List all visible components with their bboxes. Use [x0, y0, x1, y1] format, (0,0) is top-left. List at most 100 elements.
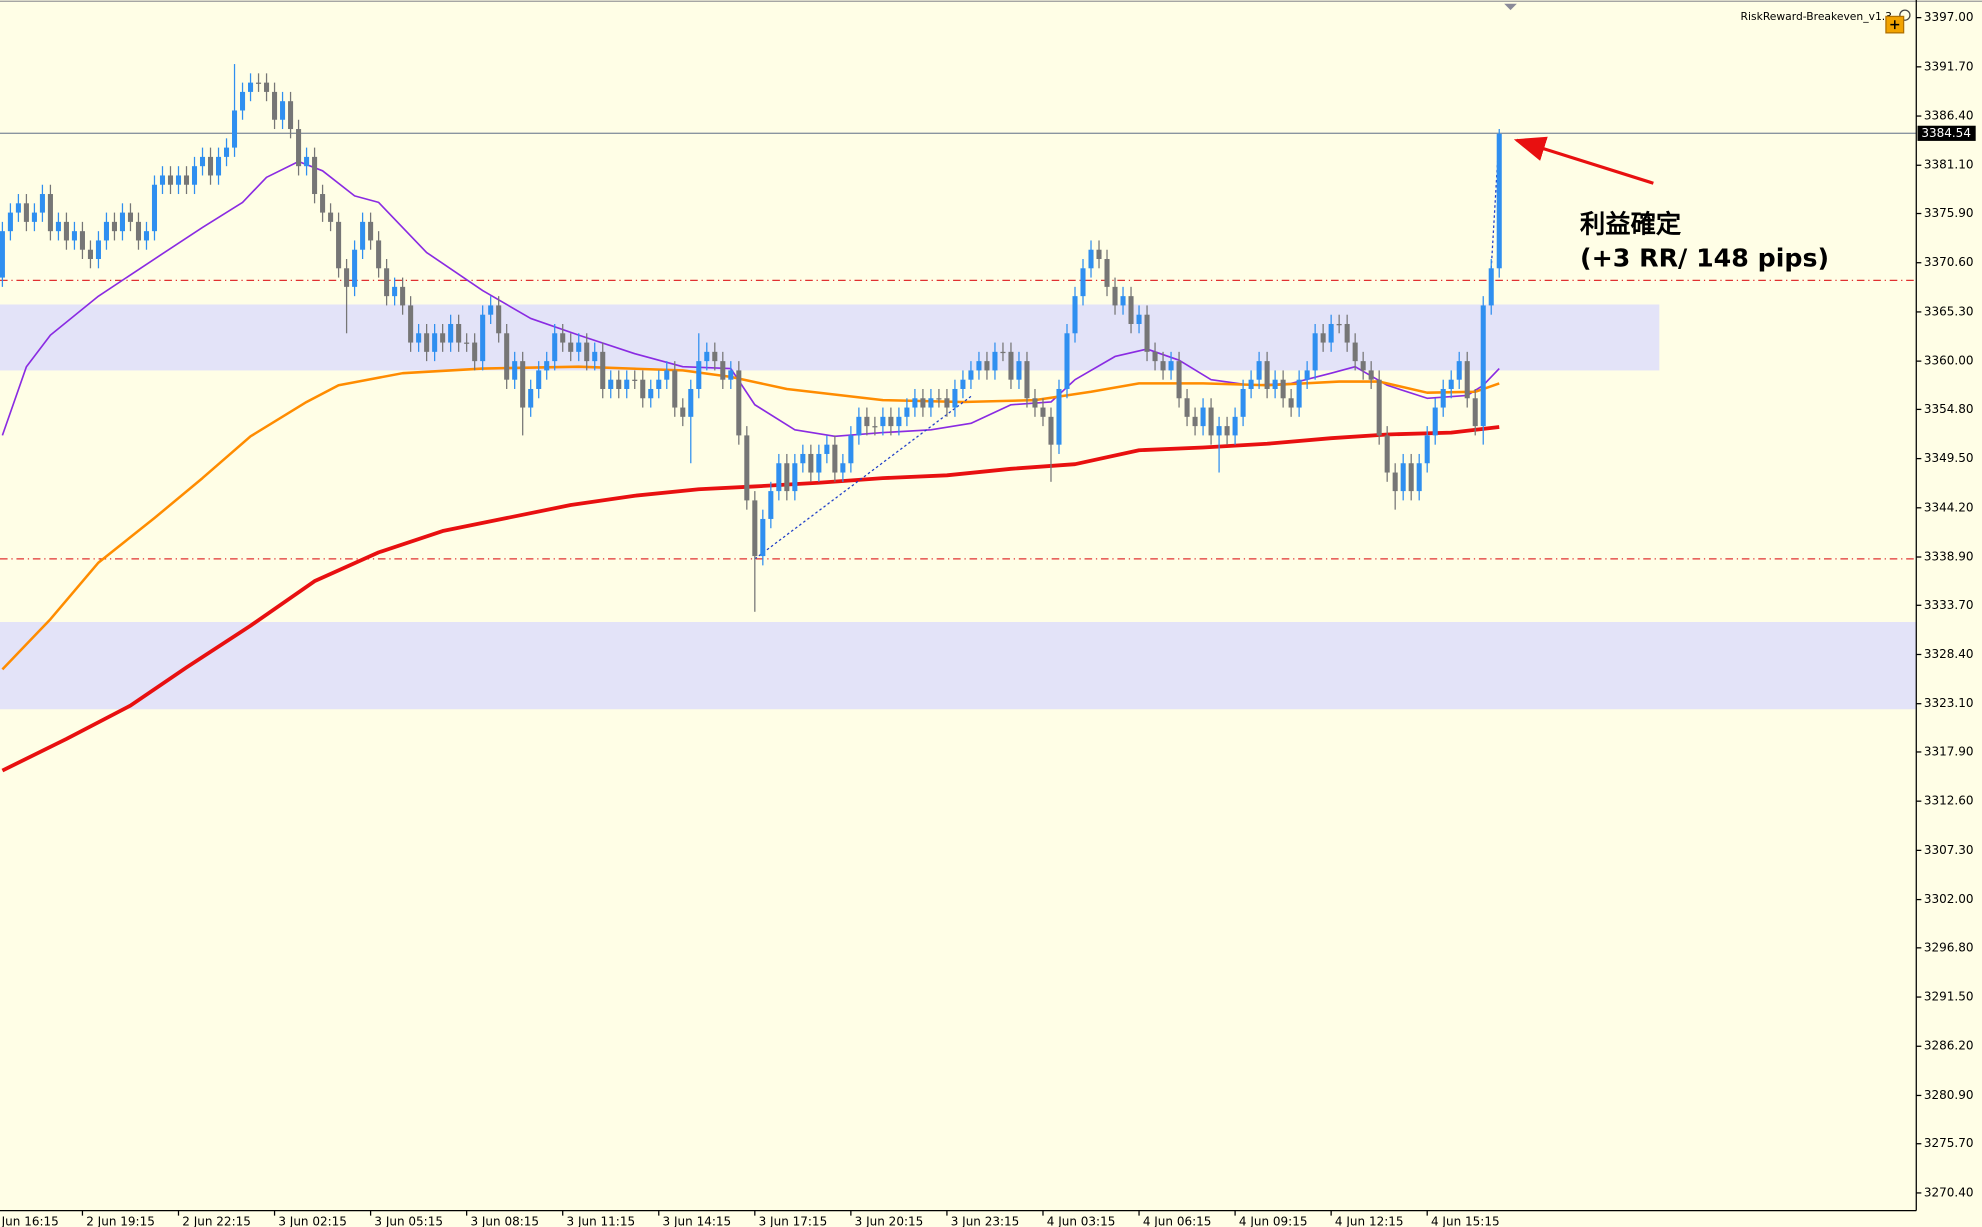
settings-icon[interactable] — [1899, 9, 1911, 21]
candle-body — [175, 175, 182, 185]
candle-body — [472, 342, 478, 362]
candle-body — [1040, 407, 1046, 417]
candle-body — [760, 518, 766, 557]
y-tick-label: 3312.60 — [1924, 794, 1974, 808]
candle-body — [352, 249, 358, 287]
moving-average — [1, 425, 1500, 773]
annotation-title: 利益確定 — [1580, 210, 1682, 239]
candle-body — [712, 351, 718, 362]
candle-body — [15, 203, 21, 213]
candle-body — [1256, 361, 1262, 380]
candle-body — [1400, 463, 1406, 492]
y-tick-label: 3317.90 — [1924, 744, 1974, 758]
candle-body — [1264, 361, 1270, 389]
candle-body — [183, 175, 190, 185]
candle-body — [656, 379, 662, 389]
candle-body — [1208, 407, 1214, 436]
candle-body — [1288, 398, 1294, 408]
x-tick-label: 3 Jun 02:15 — [278, 1214, 347, 1227]
candle-body — [127, 212, 134, 222]
candle-body — [1176, 361, 1182, 399]
candle-body — [1376, 379, 1382, 436]
candle-body — [968, 370, 974, 380]
x-tick-label: 3 Jun 20:15 — [855, 1214, 924, 1227]
candle-body — [1144, 314, 1150, 352]
y-tick-label: 3275.70 — [1924, 1136, 1974, 1150]
axes: 3397.00 3391.70 3386.40 3381.10 3375.90 3370.… — [0, 10, 1976, 1227]
candle-body — [1152, 351, 1158, 362]
moving-average — [1, 160, 1500, 438]
candle-body — [256, 82, 262, 84]
candle-body — [1056, 388, 1062, 445]
candle-body — [288, 101, 294, 130]
current-price-box — [1917, 125, 1976, 141]
candle-body — [912, 398, 918, 408]
candle-body — [960, 379, 966, 389]
zone — [0, 621, 1917, 710]
zone — [0, 304, 1660, 371]
candle-body — [55, 221, 61, 232]
candle-body — [888, 416, 894, 427]
candle-body — [432, 333, 438, 352]
candle-body — [1488, 268, 1494, 306]
candle-body — [1360, 361, 1366, 371]
candle-body — [207, 156, 214, 176]
candle-body — [1424, 435, 1430, 464]
candle-body — [944, 398, 950, 408]
current-price-label: 3384.54 — [1921, 126, 1971, 140]
candle-body — [904, 407, 910, 417]
candle-body — [384, 268, 390, 297]
candle-body — [1464, 361, 1470, 399]
y-tick-label: 3349.50 — [1924, 451, 1974, 465]
candle-body — [608, 379, 614, 389]
candle-body — [408, 305, 414, 343]
candle-body — [984, 361, 990, 371]
candle-body — [840, 463, 846, 473]
candle-body — [1304, 370, 1310, 380]
candle-body — [1472, 398, 1478, 427]
x-tick-label: 4 Jun 09:15 — [1239, 1214, 1308, 1227]
candle-body — [1088, 249, 1094, 269]
y-tick-label: 3370.60 — [1924, 255, 1974, 269]
y-tick-label: 3391.70 — [1924, 59, 1974, 73]
candle-body — [896, 416, 902, 427]
candle-body — [199, 156, 206, 167]
y-tick-label: 3323.10 — [1924, 696, 1974, 710]
candle-body — [1312, 333, 1318, 371]
candle-body — [103, 221, 109, 241]
candle-body — [568, 342, 574, 352]
candle-body — [191, 166, 198, 185]
candle-body — [768, 491, 774, 519]
candle-body — [1496, 133, 1502, 269]
candle-body — [976, 361, 982, 371]
candle-body — [400, 286, 406, 306]
candle-body — [79, 231, 85, 250]
candle-body — [504, 333, 510, 380]
candle-body — [1000, 351, 1006, 354]
candle-body — [448, 323, 454, 343]
candle-body — [576, 342, 582, 352]
candle-body — [1232, 416, 1238, 436]
candle-body — [1192, 416, 1198, 427]
candle-body — [1064, 333, 1070, 389]
candle-body — [808, 453, 814, 473]
x-tick-label: 3 Jun 17:15 — [759, 1214, 828, 1227]
x-tick-label: 4 Jun 06:15 — [1143, 1214, 1212, 1227]
candle-body — [167, 175, 174, 185]
candle-body — [648, 388, 654, 399]
y-tick-label: 3375.90 — [1924, 206, 1974, 220]
y-tick-label: 3328.40 — [1924, 647, 1974, 661]
candle-body — [119, 212, 125, 232]
candle-body — [424, 333, 430, 352]
candle-body — [1336, 323, 1342, 326]
y-tick-label: 3386.40 — [1924, 109, 1974, 123]
x-tick-label: 4 Jun 12:15 — [1335, 1214, 1404, 1227]
candle-body — [720, 361, 726, 380]
candle-body — [1448, 379, 1454, 389]
candle-body — [1408, 463, 1414, 492]
candle-body — [640, 379, 646, 399]
candle-body — [7, 212, 13, 232]
candle-body — [1320, 333, 1326, 343]
candle-body — [1344, 323, 1350, 343]
